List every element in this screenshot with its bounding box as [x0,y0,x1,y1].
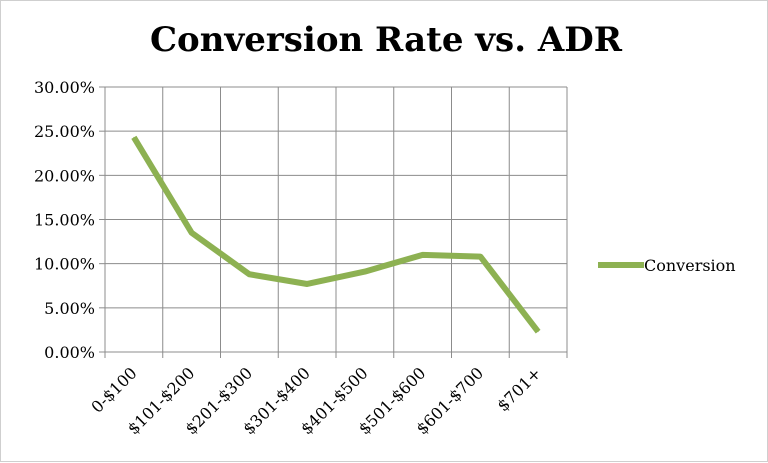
data-point [364,271,366,273]
series-line-conversion [131,135,541,334]
legend: Conversion [598,256,736,275]
y-tick-label: 0.00% [44,343,95,362]
data-point [248,273,250,275]
y-tick-label: 30.00% [34,78,95,97]
data-point [479,256,481,258]
data-point [422,254,424,256]
y-tick-label: 5.00% [44,299,95,318]
data-point [191,232,193,234]
y-tick-label: 25.00% [34,122,95,141]
y-axis-ticks: 0.00% 5.00% 10.00% 15.00% 20.00% 25.00% 30.00% [34,78,105,362]
gridlines [105,86,568,353]
data-point [133,136,135,138]
y-tick-label: 15.00% [34,211,95,230]
series-lines [131,135,541,334]
legend-label: Conversion [644,256,736,275]
y-tick-label: 10.00% [34,255,95,274]
chart-title: Conversion Rate vs. ADR [150,20,623,60]
x-tick-label: $701+ [493,363,545,415]
data-point [537,331,539,333]
data-point [306,283,308,285]
x-axis-ticks: 0-$100$101-$200$201-$300$301-$400$401-$5… [87,352,568,438]
y-tick-label: 20.00% [34,166,95,185]
x-tick-label: 0-$100 [87,363,140,416]
